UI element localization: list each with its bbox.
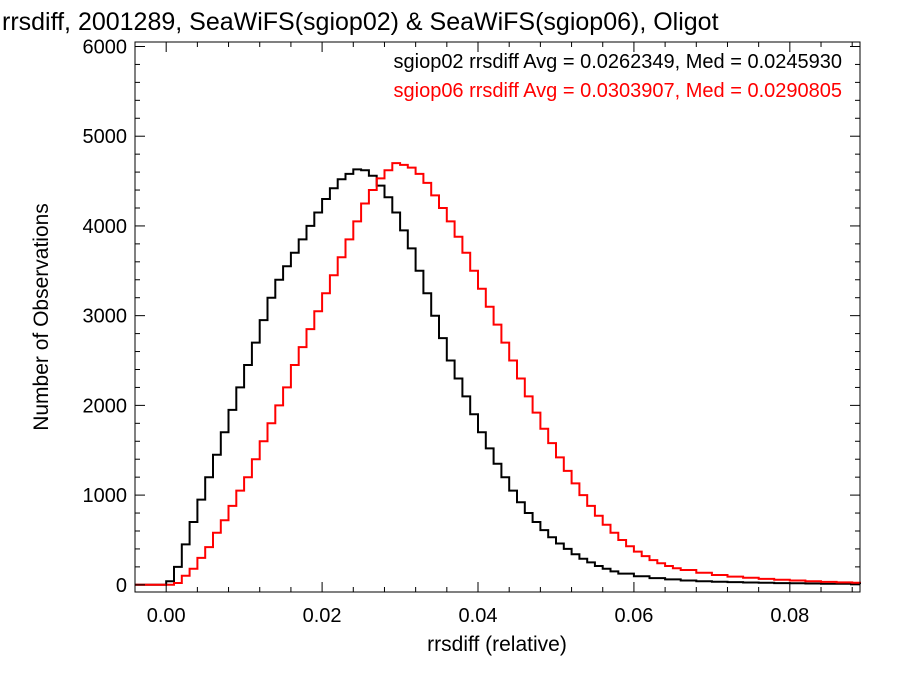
x-tick-label: 0.06 <box>614 605 653 627</box>
y-tick-label: 1000 <box>83 485 128 507</box>
stats-sgiop02: sgiop02 rrsdiff Avg = 0.0262349, Med = 0… <box>394 51 843 73</box>
chart-title: rrsdiff, 2001289, SeaWiFS(sgiop02) & Sea… <box>2 8 719 36</box>
y-tick-label: 0 <box>116 575 127 597</box>
x-tick-label: 0.02 <box>303 605 342 627</box>
y-tick-label: 6000 <box>83 36 128 58</box>
histogram-series-sgiop02 <box>135 168 861 586</box>
y-tick-label: 5000 <box>83 126 128 148</box>
x-tick-label: 0.00 <box>147 605 186 627</box>
x-axis-label: rrsdiff (relative) <box>427 633 567 656</box>
y-tick-label: 4000 <box>83 216 128 238</box>
plot-frame <box>134 41 861 593</box>
histogram-series-sgiop06 <box>135 162 861 586</box>
y-axis-label: Number of Observations <box>30 203 53 431</box>
y-tick-label: 2000 <box>83 395 128 417</box>
x-tick-label: 0.04 <box>459 605 498 627</box>
x-tick-label: 0.08 <box>770 605 809 627</box>
y-tick-label: 3000 <box>83 306 128 328</box>
axes-layer: 0.00 0.02 0.04 0.06 0.08 0 1000 2000 3000 4000 500… <box>83 36 860 627</box>
stats-sgiop06: sgiop06 rrsdiff Avg = 0.0303907, Med = 0… <box>394 80 843 102</box>
series-layer <box>135 162 861 586</box>
